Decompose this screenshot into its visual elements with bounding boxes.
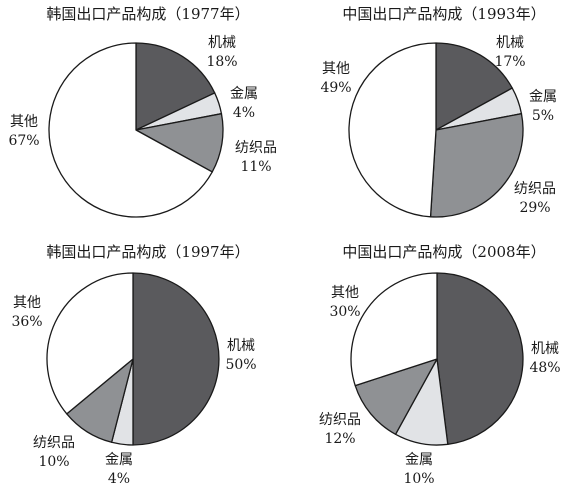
slice-value-other: 67% — [8, 133, 39, 149]
pie-slice-textiles — [354, 358, 438, 436]
slice-name-textiles: 纺织品 — [235, 140, 277, 156]
slice-value-metal: 4% — [233, 105, 255, 121]
slice-value-metal: 5% — [532, 108, 554, 124]
pie-slice-machinery — [436, 272, 524, 445]
pie-slice-textiles — [429, 113, 524, 218]
slice-name-other: 其他 — [322, 61, 350, 77]
slice-name-other: 其他 — [331, 285, 359, 301]
pie-chart-china-1993: 中国出口产品构成（1993年） 机械 17% 金属 5% 纺织品 29% 其他 … — [320, 5, 557, 218]
slice-name-metal: 金属 — [105, 452, 133, 468]
slice-name-other: 其他 — [10, 114, 38, 130]
slice-name-metal: 金属 — [529, 89, 557, 105]
chart-title: 韩国出口产品构成（1977年） — [46, 5, 249, 23]
pie-slices — [48, 42, 224, 218]
pie-slice-machinery — [135, 42, 216, 131]
pie-slices — [350, 272, 524, 446]
slice-value-machinery: 17% — [494, 54, 525, 70]
slice-value-textiles: 10% — [38, 454, 69, 470]
slice-value-machinery: 18% — [206, 54, 237, 70]
slice-value-machinery: 50% — [225, 357, 256, 373]
slice-name-textiles: 纺织品 — [514, 181, 556, 197]
pie-slice-other — [46, 272, 134, 415]
slice-name-other: 其他 — [13, 295, 41, 311]
slice-name-machinery: 机械 — [531, 341, 559, 357]
slice-value-other: 49% — [320, 80, 351, 96]
slice-value-textiles: 29% — [519, 200, 550, 216]
pie-chart-korea-1997: 韩国出口产品构成（1997年） 机械 50% 金属 4% 纺织品 10% 其他 … — [11, 243, 256, 487]
slice-value-metal: 10% — [403, 471, 434, 487]
slice-name-machinery: 机械 — [496, 35, 524, 51]
chart-title: 中国出口产品构成（1993年） — [342, 5, 545, 23]
slice-name-machinery: 机械 — [208, 35, 236, 51]
pie-slice-machinery — [435, 42, 513, 131]
slice-value-textiles: 12% — [324, 431, 355, 447]
pie-slice-other — [48, 42, 213, 218]
slice-name-textiles: 纺织品 — [33, 435, 75, 451]
slice-value-metal: 4% — [108, 471, 130, 487]
pie-slice-machinery — [132, 272, 220, 446]
pie-chart-china-2008: 中国出口产品构成（2008年） 机械 48% 金属 10% 纺织品 12% 其他… — [319, 243, 561, 487]
pie-slices — [348, 42, 524, 218]
slice-value-textiles: 11% — [240, 159, 271, 175]
chart-title: 韩国出口产品构成（1997年） — [46, 243, 249, 261]
slice-name-metal: 金属 — [405, 452, 433, 468]
pie-chart-korea-1977: 韩国出口产品构成（1977年） 机械 18% 金属 4% 纺织品 11% 其他 … — [8, 5, 277, 218]
slice-name-textiles: 纺织品 — [319, 412, 361, 428]
slice-value-other: 30% — [329, 304, 360, 320]
pie-slice-other — [348, 42, 437, 218]
slice-value-other: 36% — [11, 314, 42, 330]
slice-value-machinery: 48% — [529, 360, 560, 376]
pie-slice-other — [350, 272, 438, 387]
slice-name-machinery: 机械 — [227, 338, 255, 354]
chart-title: 中国出口产品构成（2008年） — [342, 243, 545, 261]
slice-name-metal: 金属 — [230, 86, 258, 102]
pie-slices — [46, 272, 220, 446]
